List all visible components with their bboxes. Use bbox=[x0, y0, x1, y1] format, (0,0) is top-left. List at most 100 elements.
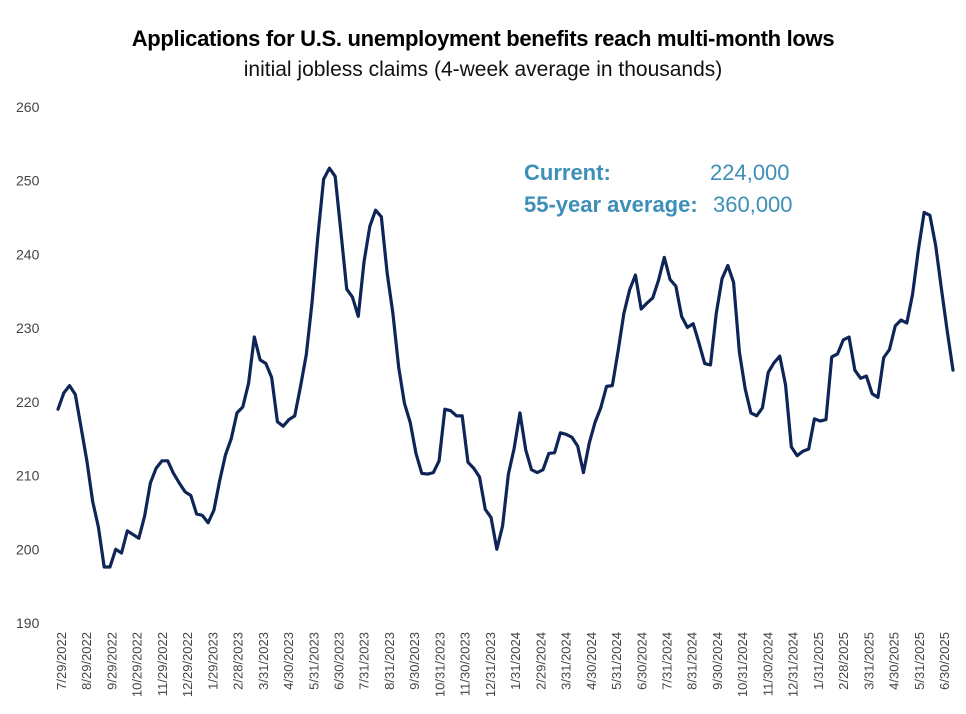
data-point bbox=[836, 352, 839, 356]
data-point bbox=[582, 471, 585, 474]
x-tick-label: 8/31/2023 bbox=[382, 632, 397, 690]
data-point bbox=[743, 387, 747, 390]
data-point bbox=[328, 166, 331, 170]
data-point bbox=[380, 215, 383, 219]
data-point bbox=[339, 231, 343, 234]
data-point bbox=[230, 437, 233, 440]
data-point bbox=[611, 384, 614, 387]
data-point bbox=[62, 391, 65, 395]
data-point bbox=[484, 508, 487, 511]
x-tick-label: 6/30/2024 bbox=[634, 632, 649, 690]
data-point bbox=[241, 405, 244, 409]
annotation-box: Current: 224,000 55-year average: 360,00… bbox=[524, 160, 793, 217]
x-tick-label: 7/29/2022 bbox=[54, 632, 69, 690]
data-point bbox=[143, 514, 146, 518]
data-point bbox=[512, 447, 516, 450]
current-label: Current: bbox=[524, 160, 611, 185]
data-point bbox=[108, 565, 112, 569]
data-point bbox=[391, 312, 395, 315]
data-point bbox=[651, 296, 654, 300]
x-tick-label: 8/31/2024 bbox=[685, 632, 700, 690]
data-point bbox=[599, 406, 602, 409]
x-tick-label: 7/31/2024 bbox=[659, 632, 674, 690]
x-tick-label: 11/29/2022 bbox=[155, 632, 170, 696]
data-point bbox=[524, 448, 527, 451]
data-point bbox=[807, 447, 810, 451]
y-tick-label: 190 bbox=[16, 615, 40, 631]
data-point bbox=[56, 408, 60, 411]
data-point bbox=[767, 371, 770, 374]
data-point bbox=[784, 383, 787, 387]
data-point bbox=[154, 467, 158, 470]
data-point bbox=[830, 355, 833, 359]
data-point bbox=[559, 431, 562, 435]
data-point bbox=[166, 459, 169, 463]
data-point bbox=[501, 524, 504, 527]
average-label: 55-year average: bbox=[524, 192, 698, 217]
x-tick-label: 5/31/2024 bbox=[609, 632, 624, 690]
data-point bbox=[645, 301, 649, 305]
data-point bbox=[703, 362, 706, 365]
data-point bbox=[212, 509, 216, 512]
x-tick-label: 2/28/2023 bbox=[231, 632, 246, 690]
data-point bbox=[755, 414, 758, 418]
data-point bbox=[934, 244, 937, 247]
data-point bbox=[715, 312, 718, 315]
data-point bbox=[691, 322, 695, 325]
data-point bbox=[281, 424, 285, 428]
data-point bbox=[397, 366, 400, 369]
x-tick-label: 9/30/2023 bbox=[407, 632, 422, 690]
x-tick-label: 9/29/2022 bbox=[104, 632, 119, 690]
data-point bbox=[894, 324, 897, 328]
x-tick-label: 7/31/2023 bbox=[357, 632, 372, 690]
data-point bbox=[218, 479, 221, 482]
data-point bbox=[761, 406, 764, 409]
data-point bbox=[189, 494, 193, 497]
x-tick-label: 10/29/2022 bbox=[130, 632, 145, 697]
data-point bbox=[865, 374, 868, 378]
x-tick-label: 3/31/2025 bbox=[861, 632, 876, 690]
data-point bbox=[455, 414, 458, 418]
data-point bbox=[588, 441, 591, 445]
data-point bbox=[403, 402, 406, 405]
data-point bbox=[946, 329, 949, 333]
data-point bbox=[247, 382, 250, 385]
data-point bbox=[316, 235, 320, 238]
data-point bbox=[102, 565, 106, 569]
data-point bbox=[258, 358, 262, 362]
data-point bbox=[414, 452, 418, 455]
data-point bbox=[732, 281, 735, 284]
data-point bbox=[131, 533, 135, 536]
data-point bbox=[472, 467, 475, 470]
data-point bbox=[778, 354, 781, 358]
data-point bbox=[91, 500, 94, 503]
data-point bbox=[870, 392, 874, 395]
data-point bbox=[68, 384, 71, 387]
x-tick-label: 8/29/2022 bbox=[79, 632, 94, 690]
data-point bbox=[224, 453, 227, 457]
x-tick-label: 2/28/2025 bbox=[836, 632, 851, 690]
y-tick-label: 200 bbox=[16, 541, 40, 557]
data-point bbox=[333, 175, 337, 178]
data-point bbox=[697, 341, 701, 345]
data-point bbox=[201, 514, 204, 517]
x-tick-label: 4/30/2023 bbox=[281, 632, 296, 690]
data-point bbox=[888, 348, 891, 351]
data-point bbox=[536, 471, 539, 474]
data-point bbox=[507, 472, 510, 476]
data-point bbox=[772, 361, 776, 364]
data-point bbox=[818, 419, 822, 423]
x-tick-label: 5/31/2023 bbox=[306, 632, 321, 690]
data-point bbox=[172, 472, 175, 475]
data-point bbox=[905, 321, 909, 325]
data-point bbox=[270, 376, 273, 379]
data-point bbox=[726, 264, 730, 267]
x-tick-label: 5/31/2025 bbox=[912, 632, 927, 690]
data-point bbox=[530, 468, 533, 471]
data-point bbox=[951, 368, 955, 372]
data-point bbox=[345, 287, 348, 291]
data-point bbox=[876, 396, 880, 399]
x-tick-label: 4/30/2024 bbox=[584, 632, 599, 690]
data-point bbox=[305, 353, 308, 356]
